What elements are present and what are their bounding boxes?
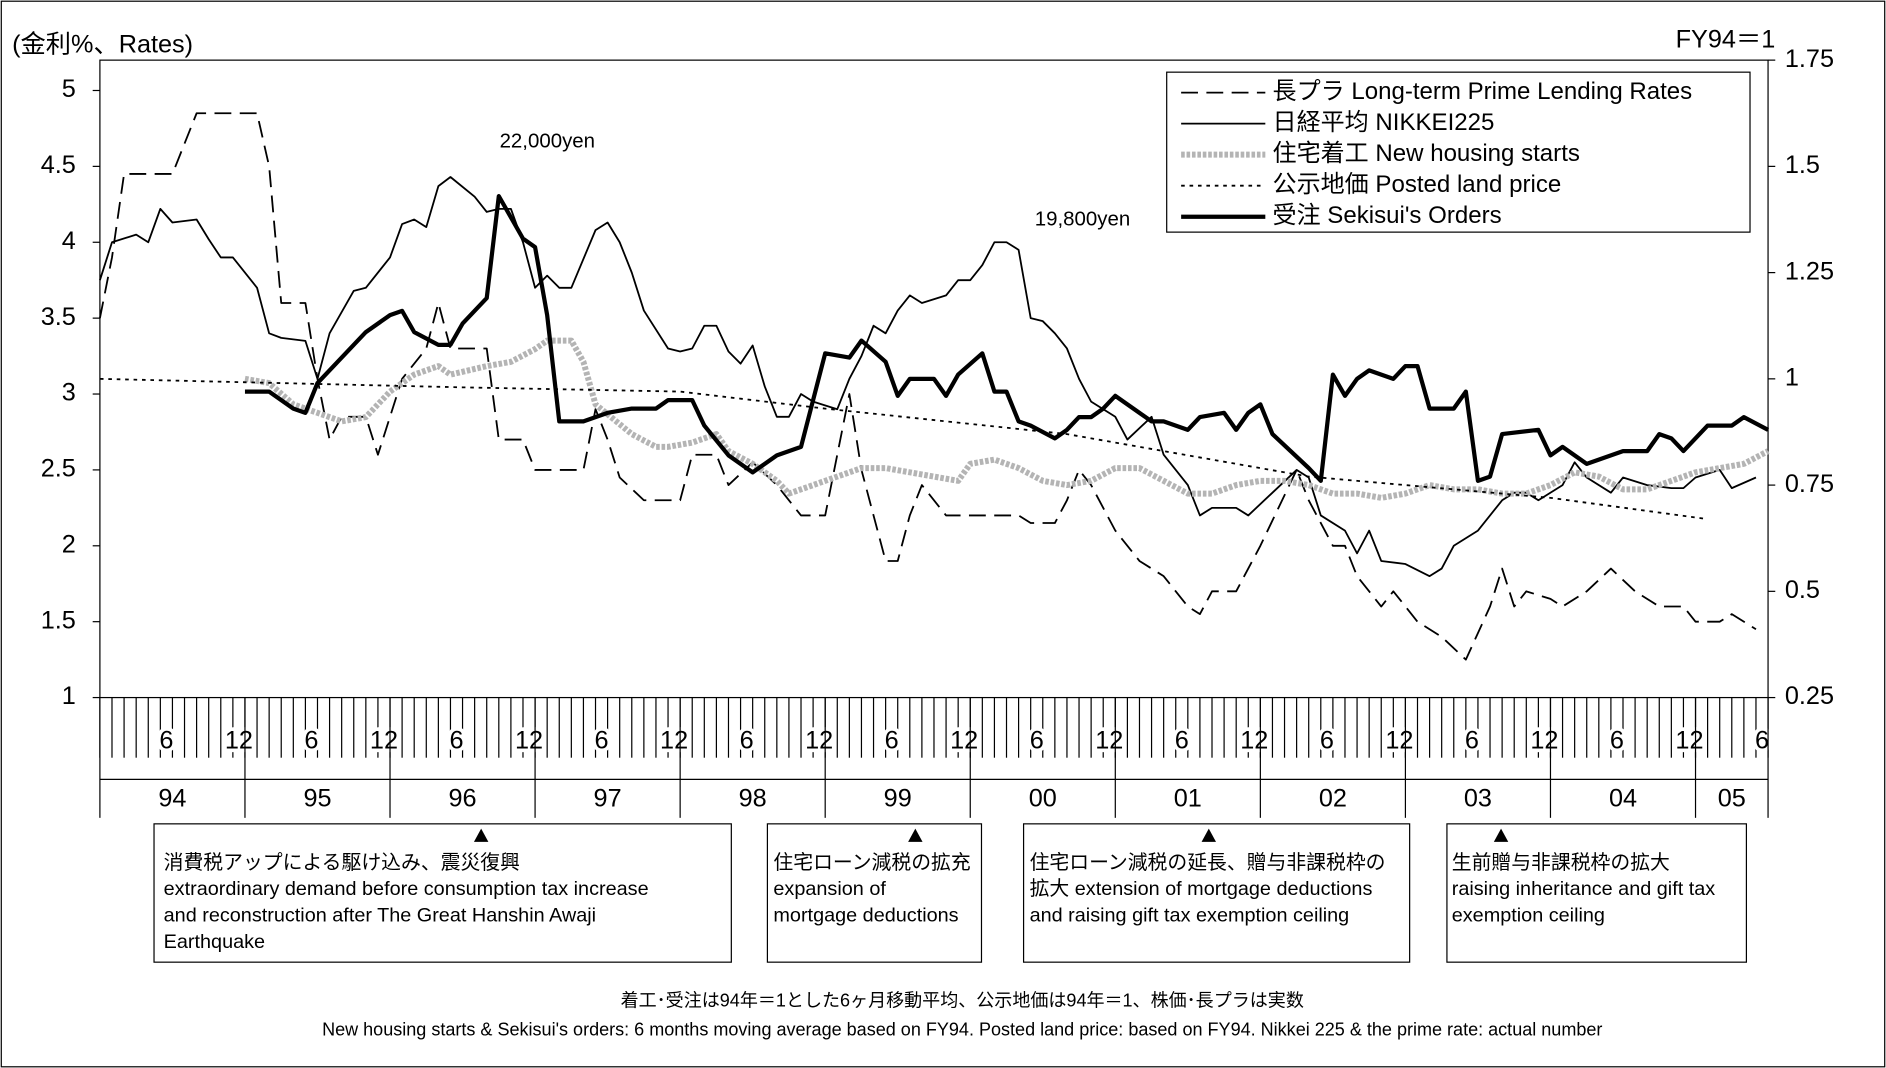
x-tick-label: 6 bbox=[1755, 727, 1769, 755]
y-tick-label: 1 bbox=[62, 682, 76, 710]
year-label: 97 bbox=[594, 784, 622, 812]
y-tick-label: 5 bbox=[62, 75, 76, 103]
x-tick-label: 12 bbox=[950, 727, 978, 755]
y2-tick-label: 0.5 bbox=[1785, 576, 1820, 604]
note-text: 住宅ローン減税の拡充 bbox=[773, 852, 970, 874]
note-text: 住宅ローン減税の延長、贈与非課税枠の bbox=[1030, 852, 1386, 874]
y2-tick-label: 0.25 bbox=[1785, 682, 1834, 710]
x-tick-label: 6 bbox=[1465, 727, 1479, 755]
footnote: New housing starts & Sekisui's orders: 6… bbox=[322, 1019, 1602, 1039]
note-text: Earthquake bbox=[164, 931, 265, 953]
y2-tick-label: 1.25 bbox=[1785, 257, 1834, 285]
x-tick-label: 6 bbox=[1175, 727, 1189, 755]
legend: 長プラ Long-term Prime Lending Rates 日経平均 NI… bbox=[1166, 71, 1751, 233]
year-label: 03 bbox=[1464, 784, 1492, 812]
note-text: 拡大 extension of mortgage deductions bbox=[1030, 878, 1373, 900]
note-arrow bbox=[473, 828, 489, 842]
note-text: exemption ceiling bbox=[1452, 905, 1605, 927]
y-tick-label: 1.5 bbox=[41, 606, 76, 634]
note-box bbox=[1446, 823, 1748, 963]
x-tick-label: 6 bbox=[304, 727, 318, 755]
year-label: 00 bbox=[1029, 784, 1057, 812]
x-tick-label: 6 bbox=[159, 727, 173, 755]
x-tick-label: 6 bbox=[1030, 727, 1044, 755]
x-tick-label: 6 bbox=[595, 727, 609, 755]
x-tick-label: 12 bbox=[1675, 727, 1703, 755]
y2-tick-label: 1.5 bbox=[1785, 151, 1820, 179]
note-text: 生前贈与非課税枠の拡大 bbox=[1452, 852, 1670, 874]
note-text: raising inheritance and gift tax bbox=[1452, 878, 1716, 900]
year-label: 04 bbox=[1609, 784, 1637, 812]
year-label: 94 bbox=[158, 784, 186, 812]
note-box bbox=[153, 823, 732, 963]
legend-label: 受注 Sekisui's Orders bbox=[1273, 202, 1502, 229]
y2-tick-label: 1 bbox=[1785, 364, 1799, 392]
x-tick-label: 12 bbox=[805, 727, 833, 755]
x-tick-label: 12 bbox=[1240, 727, 1268, 755]
y-tick-label: 2.5 bbox=[41, 455, 76, 483]
year-label: 96 bbox=[448, 784, 476, 812]
year-label: 99 bbox=[884, 784, 912, 812]
note-text: 消費税アップによる駆け込み、震災復興 bbox=[164, 852, 520, 874]
y2-tick-label: 1.75 bbox=[1785, 45, 1834, 73]
footnote: 着工･受注は94年＝1とした6ヶ月移動平均、公示地価は94年＝1、株価･長プラは… bbox=[621, 991, 1304, 1011]
y-tick-label: 3.5 bbox=[41, 303, 76, 331]
note-text: mortgage deductions bbox=[773, 905, 958, 927]
point-label: 22,000yen bbox=[500, 129, 595, 152]
y2-tick-label: 0.75 bbox=[1785, 470, 1834, 498]
x-tick-label: 12 bbox=[1095, 727, 1123, 755]
legend-label: 公示地価 Posted land price bbox=[1273, 171, 1562, 198]
note-arrow bbox=[1201, 828, 1217, 842]
x-tick-label: 12 bbox=[1385, 727, 1413, 755]
right-axis-label: FY94＝1 bbox=[1676, 26, 1776, 54]
note-arrow bbox=[908, 828, 923, 842]
x-tick-label: 6 bbox=[740, 727, 754, 755]
year-label: 98 bbox=[739, 784, 767, 812]
y-tick-label: 4 bbox=[62, 227, 76, 255]
x-tick-label: 12 bbox=[660, 727, 688, 755]
x-tick-label: 12 bbox=[515, 727, 543, 755]
x-tick-label: 6 bbox=[885, 727, 899, 755]
series-line bbox=[99, 176, 1757, 578]
x-tick-label: 6 bbox=[449, 727, 463, 755]
year-label: 02 bbox=[1319, 784, 1347, 812]
series-line bbox=[244, 194, 1770, 483]
x-tick-label: 12 bbox=[370, 727, 398, 755]
y-tick-label: 4.5 bbox=[41, 151, 76, 179]
legend-label: 長プラ Long-term Prime Lending Rates bbox=[1273, 78, 1693, 105]
year-label: 95 bbox=[303, 784, 331, 812]
left-axis-label: (金利%、Rates) bbox=[12, 30, 193, 58]
x-tick-label: 12 bbox=[1530, 727, 1558, 755]
year-label: 01 bbox=[1174, 784, 1202, 812]
note-box bbox=[1022, 823, 1411, 963]
note-box bbox=[766, 823, 983, 963]
legend-label: 住宅着工 New housing starts bbox=[1273, 140, 1580, 167]
note-text: and raising gift tax exemption ceiling bbox=[1030, 905, 1350, 927]
series-line bbox=[99, 377, 1708, 520]
x-tick-label: 6 bbox=[1610, 727, 1624, 755]
x-tick-label: 6 bbox=[1320, 727, 1334, 755]
x-tick-label: 12 bbox=[225, 727, 253, 755]
note-text: expansion of bbox=[773, 878, 886, 900]
legend-label: 日経平均 NIKKEI225 bbox=[1273, 109, 1495, 136]
note-arrow bbox=[1493, 828, 1509, 842]
year-label: 05 bbox=[1718, 784, 1746, 812]
y-tick-label: 2 bbox=[62, 530, 76, 558]
series-line bbox=[99, 112, 1757, 661]
y-tick-label: 3 bbox=[62, 379, 76, 407]
note-text: extraordinary demand before consumption … bbox=[164, 878, 649, 900]
point-label: 19,800yen bbox=[1035, 208, 1130, 231]
note-text: and reconstruction after The Great Hansh… bbox=[164, 905, 596, 927]
